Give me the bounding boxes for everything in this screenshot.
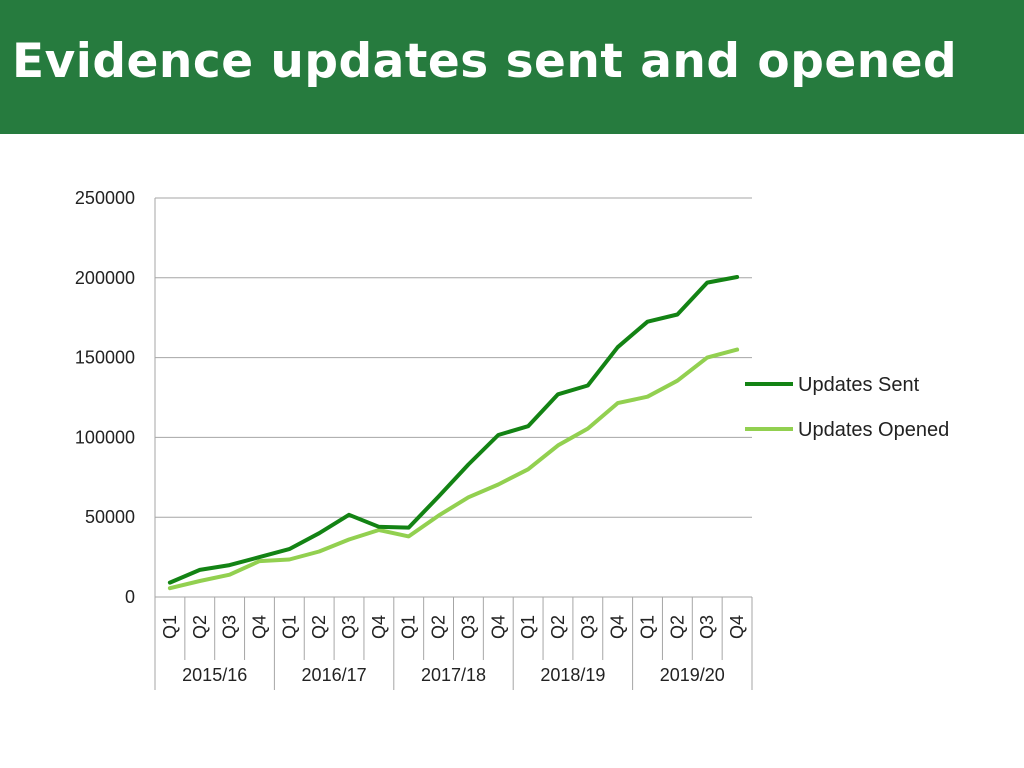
x-tick-label: Q4 [249,615,269,639]
x-tick-label: Q3 [339,615,359,639]
data-point [287,558,291,561]
slide-title: Evidence updates sent and opened [12,34,958,89]
data-point [317,550,321,553]
data-point [377,525,381,529]
data-point [586,384,590,387]
data-point [586,427,590,431]
x-tick-label: Q2 [667,615,687,639]
y-tick-label: 0 [125,587,135,607]
x-tick-label: Q3 [697,615,717,639]
data-point [556,392,560,396]
x-tick-label: Q4 [727,615,747,639]
data-point [347,538,351,541]
x-group-label: 2015/16 [182,665,247,685]
x-tick-label: Q2 [309,615,329,639]
data-point [168,586,172,590]
data-point [466,495,470,499]
x-tick-label: Q1 [399,615,419,639]
data-point [258,559,261,563]
data-point [437,495,441,498]
series-line-updates-opened [167,347,740,591]
data-point [675,379,679,383]
data-point [526,424,530,428]
x-tick-label: Q3 [578,615,598,639]
data-point [198,579,202,583]
title-banner: Evidence updates sent and opened [0,0,1024,134]
data-point [496,483,500,486]
data-point [317,531,321,535]
data-point [556,443,560,447]
data-point [168,581,172,585]
data-point [466,463,470,466]
data-point [258,555,261,559]
data-point [496,433,500,437]
series-line-updates-sent [167,275,740,585]
data-point [407,526,411,530]
x-tick-label: Q2 [429,615,449,639]
x-tick-label: Q2 [190,615,210,639]
x-group-label: 2018/19 [540,665,605,685]
data-point [705,281,709,285]
legend-label: Updates Sent [798,374,920,396]
data-point [228,563,232,567]
x-tick-label: Q4 [608,615,628,639]
data-point [198,568,202,572]
data-point [646,395,649,399]
x-tick-label: Q2 [548,615,568,639]
data-point [526,467,530,471]
x-tick-label: Q1 [638,615,658,639]
x-tick-label: Q3 [220,615,240,639]
data-point [675,313,679,316]
y-tick-label: 150000 [75,348,135,368]
data-point [735,275,739,279]
data-point [407,534,411,538]
x-tick-label: Q4 [488,615,508,639]
data-point [616,345,620,349]
x-tick-label: Q1 [279,615,299,639]
y-tick-label: 250000 [75,188,135,208]
x-group-label: 2017/18 [421,665,486,685]
y-tick-label: 50000 [85,507,135,527]
x-tick-label: Q1 [518,615,538,639]
x-tick-label: Q3 [458,615,478,639]
data-point [616,401,620,405]
legend-label: Updates Opened [798,419,949,441]
data-point [347,513,351,517]
data-point [228,573,232,577]
x-group-label: 2016/17 [302,665,367,685]
x-group-label: 2019/20 [660,665,725,685]
data-point [377,528,381,532]
y-tick-label: 200000 [75,268,135,288]
data-point [437,514,441,518]
data-point [705,356,709,360]
x-tick-label: Q1 [160,615,180,639]
data-point [646,320,649,324]
y-tick-label: 100000 [75,427,135,447]
data-point [287,547,291,551]
x-tick-label: Q4 [369,615,389,639]
data-point [735,348,739,352]
